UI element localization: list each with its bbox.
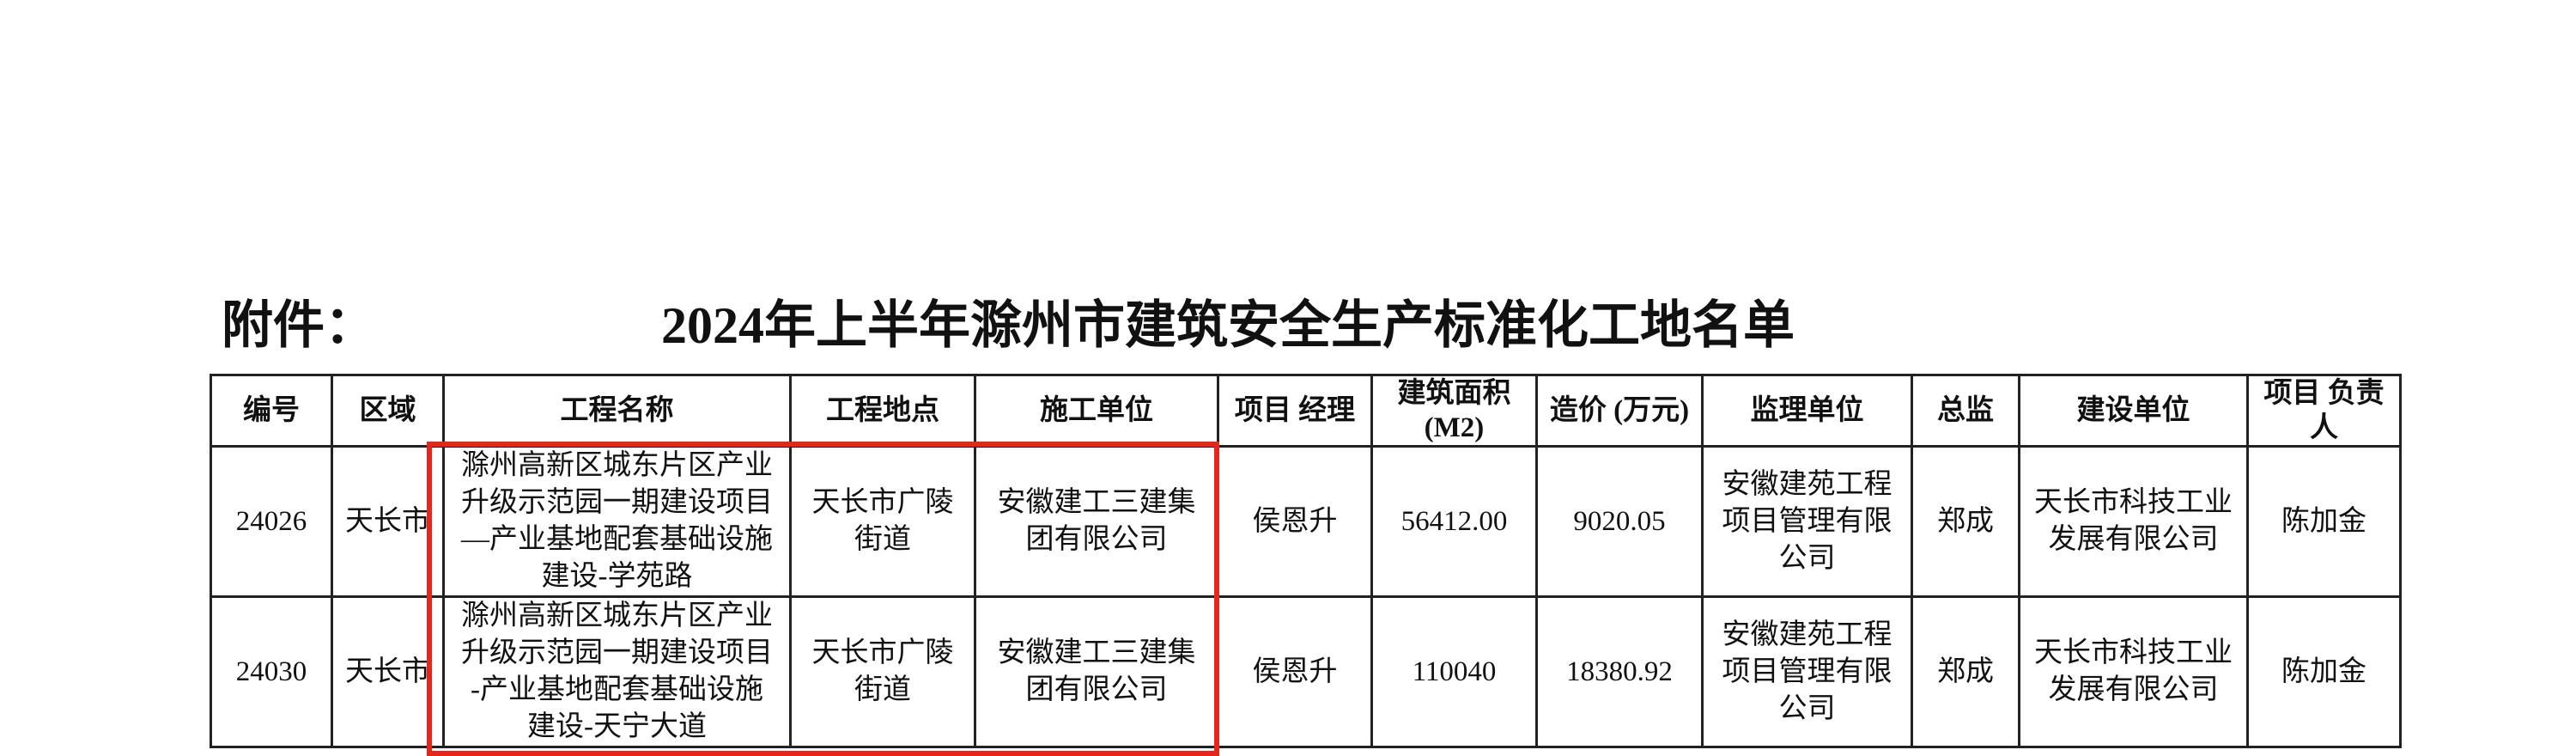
cell-owner: 天长市科技工业 发展有限公司 (2018, 595, 2249, 748)
cell-owner-lead: 陈加金 (2246, 595, 2402, 748)
cell-contractor: 安徽建工三建集 团有限公司 (974, 595, 1219, 748)
header-cell: 总监 (1911, 374, 2020, 448)
cell-area: 56412.00 (1370, 445, 1538, 598)
cell-supervisor-unit: 安徽建苑工程 项目管理有限 公司 (1701, 445, 1913, 598)
header-row: 编号 区域 工程名称 工程地点 施工单位 项目 经理 建筑面积 (M2) 造价 … (210, 374, 2402, 448)
table-row: 24030 天长市 滁州高新区城东片区产业 升级示范园一期建设项目 -产业基地配… (210, 595, 2402, 748)
header-cell: 建筑面积 (M2) (1370, 374, 1538, 448)
header-cell: 区域 (331, 374, 445, 448)
header-cell: 项目 经理 (1217, 374, 1373, 448)
header-cell: 编号 (210, 374, 333, 448)
attachment-label: 附件： (222, 297, 376, 354)
cell-location: 天长市广陵 街道 (789, 595, 976, 748)
cell-project-name: 滁州高新区城东片区产业 升级示范园一期建设项目 —产业基地配套基础设施 建设-学… (442, 445, 792, 598)
cell-cost: 18380.92 (1535, 595, 1704, 748)
document-title: 2024年上半年滁州市建筑安全生产标准化工地名单 (661, 297, 1795, 354)
cell-owner: 天长市科技工业 发展有限公司 (2018, 445, 2249, 598)
cell-chief-supervisor: 郑成 (1911, 595, 2020, 748)
table-row: 24026 天长市 滁州高新区城东片区产业 升级示范园一期建设项目 —产业基地配… (210, 445, 2402, 598)
cell-id: 24030 (210, 595, 333, 748)
header-cell: 项目 负责人 (2246, 374, 2402, 448)
header-cell: 工程名称 (442, 374, 792, 448)
cell-cost: 9020.05 (1535, 445, 1704, 598)
site-list-table: 编号 区域 工程名称 工程地点 施工单位 项目 经理 建筑面积 (M2) 造价 … (210, 374, 2402, 748)
header-cell: 工程地点 (789, 374, 976, 448)
cell-manager: 侯恩升 (1217, 445, 1373, 598)
cell-chief-supervisor: 郑成 (1911, 445, 2020, 598)
cell-area: 110040 (1370, 595, 1538, 748)
cell-owner-lead: 陈加金 (2246, 445, 2402, 598)
header-cell: 造价 (万元) (1535, 374, 1704, 448)
cell-project-name: 滁州高新区城东片区产业 升级示范园一期建设项目 -产业基地配套基础设施 建设-天… (442, 595, 792, 748)
cell-id: 24026 (210, 445, 333, 598)
header-cell: 建设单位 (2018, 374, 2249, 448)
cell-contractor: 安徽建工三建集 团有限公司 (974, 445, 1219, 598)
cell-manager: 侯恩升 (1217, 595, 1373, 748)
cell-location: 天长市广陵 街道 (789, 445, 976, 598)
cell-region: 天长市 (331, 445, 445, 598)
header-cell: 施工单位 (974, 374, 1219, 448)
cell-region: 天长市 (331, 595, 445, 748)
cell-supervisor-unit: 安徽建苑工程 项目管理有限 公司 (1701, 595, 1913, 748)
header-cell: 监理单位 (1701, 374, 1913, 448)
